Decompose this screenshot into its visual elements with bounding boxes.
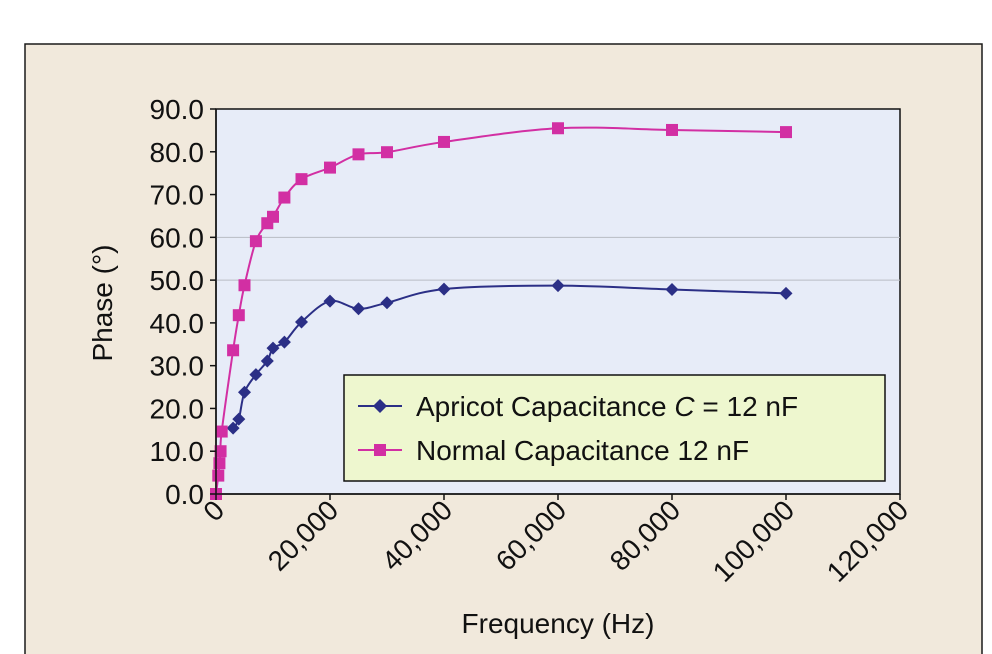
normal-point (352, 148, 365, 161)
apricot-point (238, 385, 251, 399)
series-markers (210, 122, 793, 500)
normal-point (215, 425, 228, 438)
legend-apricot-diamond-icon (373, 399, 387, 413)
apricot-point (352, 302, 365, 316)
apricot-point (232, 412, 246, 426)
normal-point (267, 210, 279, 223)
y-tick-label: 50.0 (150, 265, 205, 296)
legend-apricot-variable: C (674, 391, 695, 422)
y-tick-label: 20.0 (150, 393, 205, 424)
apricot-point (323, 294, 337, 308)
normal-point (324, 161, 336, 174)
apricot-point (551, 279, 565, 293)
y-tick-label: 90.0 (150, 94, 205, 125)
normal-point (780, 126, 792, 139)
normal-point (666, 123, 678, 136)
normal-point (381, 146, 393, 159)
normal-point (552, 122, 564, 135)
normal-point (295, 173, 308, 186)
y-tick-label: 10.0 (150, 436, 205, 467)
y-tick-label: 70.0 (150, 180, 205, 211)
y-tick-label: 0.0 (165, 479, 204, 510)
normal-point (438, 135, 450, 148)
legend-normal-label: Normal Capacitance 12 nF (416, 435, 749, 466)
normal-point (212, 469, 225, 482)
apricot-point (295, 315, 308, 329)
normal-point (278, 191, 291, 204)
y-tick-label: 80.0 (150, 137, 205, 168)
normal-point (232, 309, 245, 322)
y-ticks: 0.0 10.0 20.0 30.0 40.0 50.0 60.0 70.0 80.0 90.0 (150, 94, 216, 510)
legend-box (343, 374, 886, 482)
apricot-point (665, 283, 679, 297)
apricot-point (437, 282, 451, 296)
y-axis-label: Phase (°) (87, 244, 118, 361)
legend-apricot-label: Apricot Capacitance C = 12 nF (416, 391, 798, 422)
legend: Apricot Capacitance C = 12 nF Normal Cap… (343, 374, 886, 482)
apricot-point (260, 354, 274, 368)
apricot-point (226, 421, 240, 435)
apricot-point (266, 341, 280, 355)
normal-point (213, 457, 226, 470)
legend-normal-square-icon (374, 444, 386, 456)
y-tick-label: 30.0 (150, 351, 205, 382)
x-axis-label: Frequency (Hz) (462, 608, 655, 639)
y-tick-label: 40.0 (150, 308, 205, 339)
apricot-point (249, 368, 263, 382)
apricot-point (380, 296, 394, 310)
apricot-point (779, 286, 793, 300)
normal-point (214, 445, 227, 458)
normal-point (227, 344, 240, 357)
normal-point (249, 235, 262, 248)
y-tick-label: 60.0 (150, 222, 205, 253)
apricot-point (277, 335, 291, 349)
normal-point (238, 279, 251, 292)
